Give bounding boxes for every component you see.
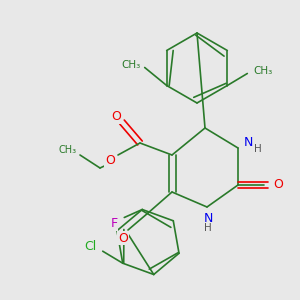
Text: CH₃: CH₃ — [59, 145, 77, 155]
Text: CH₃: CH₃ — [121, 61, 140, 70]
Text: N: N — [243, 136, 253, 148]
Text: CH₃: CH₃ — [254, 67, 273, 76]
Text: Cl: Cl — [85, 240, 97, 253]
Text: O: O — [273, 178, 283, 191]
Text: O: O — [105, 154, 115, 166]
Text: N: N — [203, 212, 213, 224]
Text: O: O — [118, 232, 128, 244]
Text: H: H — [254, 144, 262, 154]
Text: H: H — [204, 223, 212, 233]
Text: F: F — [111, 217, 118, 230]
Text: O: O — [111, 110, 121, 124]
